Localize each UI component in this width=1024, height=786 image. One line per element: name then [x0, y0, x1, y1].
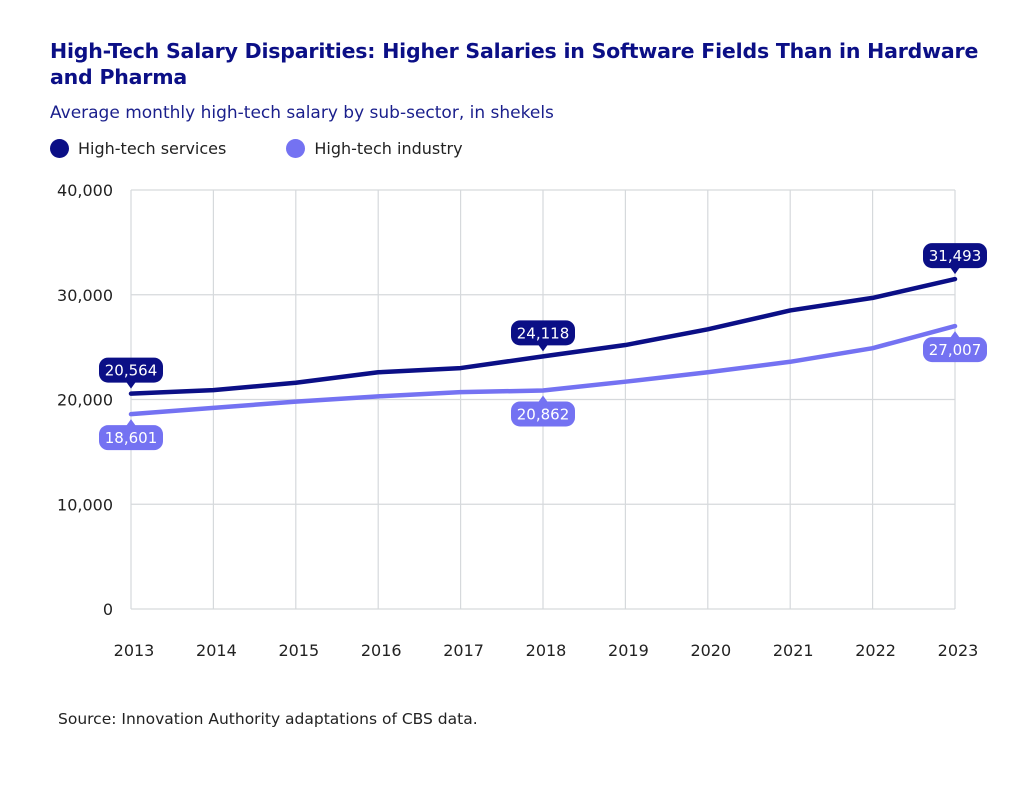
callout-pointer — [538, 395, 548, 403]
line-high-tech-industry — [128, 323, 958, 417]
callout-pointer — [950, 331, 960, 339]
callout-pointer — [126, 419, 136, 427]
callout-box — [99, 425, 163, 451]
callout-pointer — [538, 344, 548, 352]
legend-swatch-services — [50, 139, 69, 158]
x-tick-label: 2022 — [855, 641, 896, 660]
y-tick-label: 10,000 — [57, 495, 113, 514]
x-tick-label: 2020 — [690, 641, 731, 660]
y-tick-label: 30,000 — [57, 286, 113, 305]
x-tick-label: 2019 — [608, 641, 649, 660]
callout-box — [511, 401, 575, 427]
legend-label-services: High-tech services — [78, 139, 227, 158]
data-label-text: 27,007 — [929, 341, 982, 359]
x-tick-label: 2015 — [278, 641, 319, 660]
data-label: 18,601 — [99, 419, 163, 451]
data-label: 24,118 — [511, 320, 575, 352]
y-tick-label: 0 — [103, 600, 113, 619]
x-tick-label: 2014 — [196, 641, 237, 660]
chart-subtitle: Average monthly high-tech salary by sub-… — [50, 103, 554, 123]
series-lines — [128, 276, 958, 417]
x-tick-label: 2013 — [114, 641, 155, 660]
legend-item-services: High-tech services — [50, 139, 226, 158]
legend: High-tech services High-tech industry — [50, 139, 523, 158]
x-axis-ticks: 2013 2014 2015 2016 2017 2018 2019 2020 2021 2022… — [114, 641, 979, 660]
callout-box — [511, 320, 575, 346]
callout-pointer — [950, 267, 960, 275]
data-label-text: 31,493 — [929, 247, 982, 265]
callout-box — [923, 243, 987, 269]
y-tick-label: 20,000 — [57, 391, 113, 410]
data-label-text: 20,564 — [105, 362, 158, 380]
x-tick-label: 2023 — [938, 641, 979, 660]
data-label-text: 20,862 — [517, 405, 570, 423]
data-label: 31,493 — [923, 243, 987, 275]
x-tick-label: 2018 — [526, 641, 567, 660]
data-label: 20,862 — [511, 395, 575, 427]
callout-box — [923, 337, 987, 363]
legend-label-industry: High-tech industry — [314, 139, 463, 158]
legend-item-industry: High-tech industry — [286, 139, 463, 158]
y-tick-label: 40,000 — [57, 181, 113, 200]
data-labels: 20,564 24,118 31,493 18,601 20,862 27,007 — [99, 243, 987, 451]
x-tick-label: 2021 — [773, 641, 814, 660]
line-high-tech-services — [128, 276, 958, 396]
source-note: Source: Innovation Authority adaptations… — [58, 710, 478, 728]
callout-box — [99, 357, 163, 383]
x-tick-label: 2016 — [361, 641, 402, 660]
chart-title: High-Tech Salary Disparities: Higher Sal… — [50, 39, 979, 89]
data-label: 20,564 — [99, 357, 163, 389]
legend-swatch-industry — [286, 139, 306, 158]
y-axis-ticks: 0 10,000 20,000 30,000 40,000 — [57, 181, 113, 619]
x-tick-label: 2017 — [443, 641, 484, 660]
data-label-text: 18,601 — [105, 429, 158, 447]
data-label-text: 24,118 — [517, 324, 570, 342]
callout-pointer — [126, 381, 136, 389]
data-label: 27,007 — [923, 331, 987, 363]
